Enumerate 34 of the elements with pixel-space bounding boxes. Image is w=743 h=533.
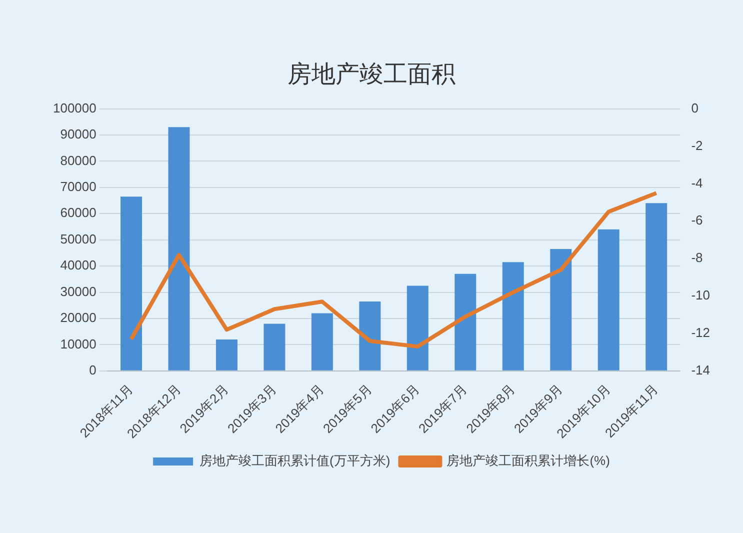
y2-tick-label: -4: [691, 175, 703, 190]
y-tick-label: 80000: [60, 152, 96, 168]
bar: [406, 286, 428, 370]
y2-tick-label: -10: [691, 288, 710, 303]
y2-tick-label: -14: [691, 362, 710, 378]
y-tick-label: 60000: [60, 205, 96, 220]
y-tick-label: 0: [89, 362, 96, 378]
bar: [502, 262, 524, 370]
bar: [311, 313, 333, 370]
y-tick-label: 70000: [60, 179, 96, 194]
bar: [646, 203, 668, 370]
y-tick-label: 40000: [60, 258, 96, 273]
bar: [454, 274, 476, 370]
y2-tick-label: -8: [691, 250, 703, 266]
y-tick-label: 90000: [60, 126, 96, 142]
y-tick-label: 100000: [52, 100, 96, 116]
y2-tick-label: 0: [691, 100, 698, 116]
y-tick-label: 20000: [60, 310, 96, 326]
y2-tick-label: -6: [691, 212, 703, 228]
legend-label: 房地产竣工面积累计增长(%): [446, 453, 610, 468]
y-tick-label: 50000: [60, 231, 96, 246]
bar: [598, 229, 620, 370]
bar: [168, 127, 190, 370]
bar: [120, 196, 142, 370]
y2-tick-label: -12: [691, 325, 710, 340]
bar: [550, 249, 572, 370]
bar: [359, 301, 381, 370]
chart-title: 房地产竣工面积: [286, 59, 456, 90]
legend-label: 房地产竣工面积累计值(万平方米): [200, 453, 390, 468]
y2-tick-label: -2: [691, 138, 703, 153]
y-tick-label: 10000: [60, 336, 96, 352]
y-tick-label: 30000: [60, 284, 96, 299]
bar: [264, 324, 286, 370]
bar: [216, 339, 238, 370]
